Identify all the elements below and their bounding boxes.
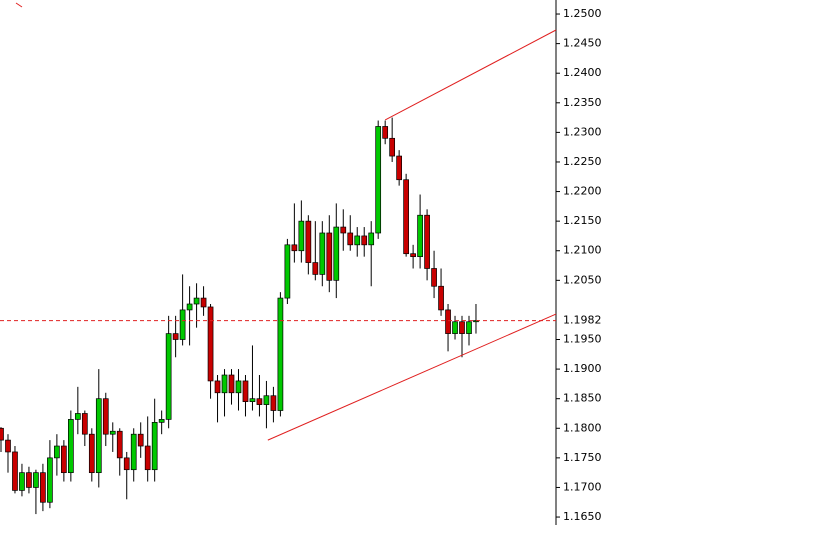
y-tick-label: 1.1750 xyxy=(563,451,602,464)
candle-body xyxy=(19,472,25,491)
candle-body xyxy=(172,333,179,340)
candle-body xyxy=(249,398,256,402)
candle-body xyxy=(319,232,326,275)
candle-body xyxy=(298,220,305,252)
candle-body xyxy=(242,380,249,402)
candle-body xyxy=(424,214,430,269)
price-label-box xyxy=(557,313,605,328)
y-tick-label: 1.2400 xyxy=(563,66,602,79)
candle-body xyxy=(12,451,18,491)
y-tick-label: 1.1650 xyxy=(563,510,602,523)
candle-body xyxy=(284,244,291,299)
y-tick-label: 1.1700 xyxy=(563,480,602,493)
candle-body xyxy=(137,433,144,447)
candle-body xyxy=(130,433,137,471)
candle-body xyxy=(466,321,472,334)
candle-body xyxy=(277,297,284,411)
candle-body xyxy=(459,321,465,334)
decoration xyxy=(15,2,23,8)
candle-body xyxy=(207,306,214,382)
candle-body xyxy=(291,244,298,252)
candle-body xyxy=(5,439,11,453)
y-tick-label: 1.2350 xyxy=(563,96,602,109)
candle-body xyxy=(312,262,319,275)
candle-body xyxy=(235,380,242,394)
candle-body xyxy=(151,422,158,471)
candle-body xyxy=(263,395,270,405)
candle-body xyxy=(417,214,423,258)
candle-body xyxy=(102,398,109,435)
y-tick-label: 1.2450 xyxy=(563,37,602,50)
candle-body xyxy=(361,235,368,246)
candle-body xyxy=(326,232,333,281)
candle-body xyxy=(61,445,67,474)
trend-line xyxy=(384,29,557,121)
candle-body xyxy=(347,232,354,246)
y-tick-label: 1.2100 xyxy=(563,244,602,257)
candle-body xyxy=(47,457,53,503)
y-tick-label: 1.1800 xyxy=(563,421,602,434)
candle-body xyxy=(54,445,60,459)
candle-body xyxy=(116,430,123,459)
candle-body xyxy=(228,374,235,394)
candle-body xyxy=(88,433,95,474)
candle-body xyxy=(431,268,437,287)
candle-body xyxy=(221,374,228,394)
candle-body xyxy=(382,126,389,139)
y-tick-label: 1.2200 xyxy=(563,185,602,198)
candle-body xyxy=(368,232,375,246)
candle-body xyxy=(26,472,32,488)
candle-body xyxy=(445,309,451,334)
candle-body xyxy=(270,395,277,411)
candle-body xyxy=(403,179,409,255)
y-tick-label: 1.2050 xyxy=(563,273,602,286)
candle-body xyxy=(340,226,347,234)
trend-line xyxy=(267,313,557,441)
y-tick-label: 1.1900 xyxy=(563,362,602,375)
candle-body xyxy=(200,297,207,308)
candle-body xyxy=(74,413,81,420)
candle-body xyxy=(452,321,458,334)
candle-body xyxy=(40,472,46,503)
candle-body xyxy=(354,235,361,246)
candle-body xyxy=(0,427,4,441)
y-tick-label: 1.1950 xyxy=(563,333,602,346)
candle-body xyxy=(123,457,130,471)
candle-body xyxy=(375,126,382,234)
candle-body xyxy=(95,398,102,474)
candle-body xyxy=(214,380,221,394)
candle-body xyxy=(81,413,88,435)
candle-body xyxy=(179,309,186,340)
candle-body xyxy=(144,445,151,471)
candle-body xyxy=(158,419,165,423)
candle-body xyxy=(438,285,444,311)
candle-body xyxy=(305,220,312,263)
candle-body xyxy=(165,333,172,420)
candle-body xyxy=(256,398,263,405)
y-tick-label: 1.2250 xyxy=(563,155,602,168)
candle-body xyxy=(389,137,396,157)
price-label: 1.1982 xyxy=(563,314,602,327)
y-tick-label: 1.2300 xyxy=(563,125,602,138)
y-tick-label: 1.2150 xyxy=(563,214,602,227)
candle-body xyxy=(473,320,479,323)
candle-body xyxy=(396,155,402,181)
candle-body xyxy=(33,472,39,488)
candle-body xyxy=(193,297,200,305)
candle-body xyxy=(67,419,74,474)
y-tick-label: 1.1850 xyxy=(563,392,602,405)
candle-body xyxy=(410,253,416,258)
candle-body xyxy=(109,430,116,435)
candle-body xyxy=(333,226,340,281)
candle-body xyxy=(186,303,193,311)
y-tick-label: 1.2500 xyxy=(563,7,602,20)
